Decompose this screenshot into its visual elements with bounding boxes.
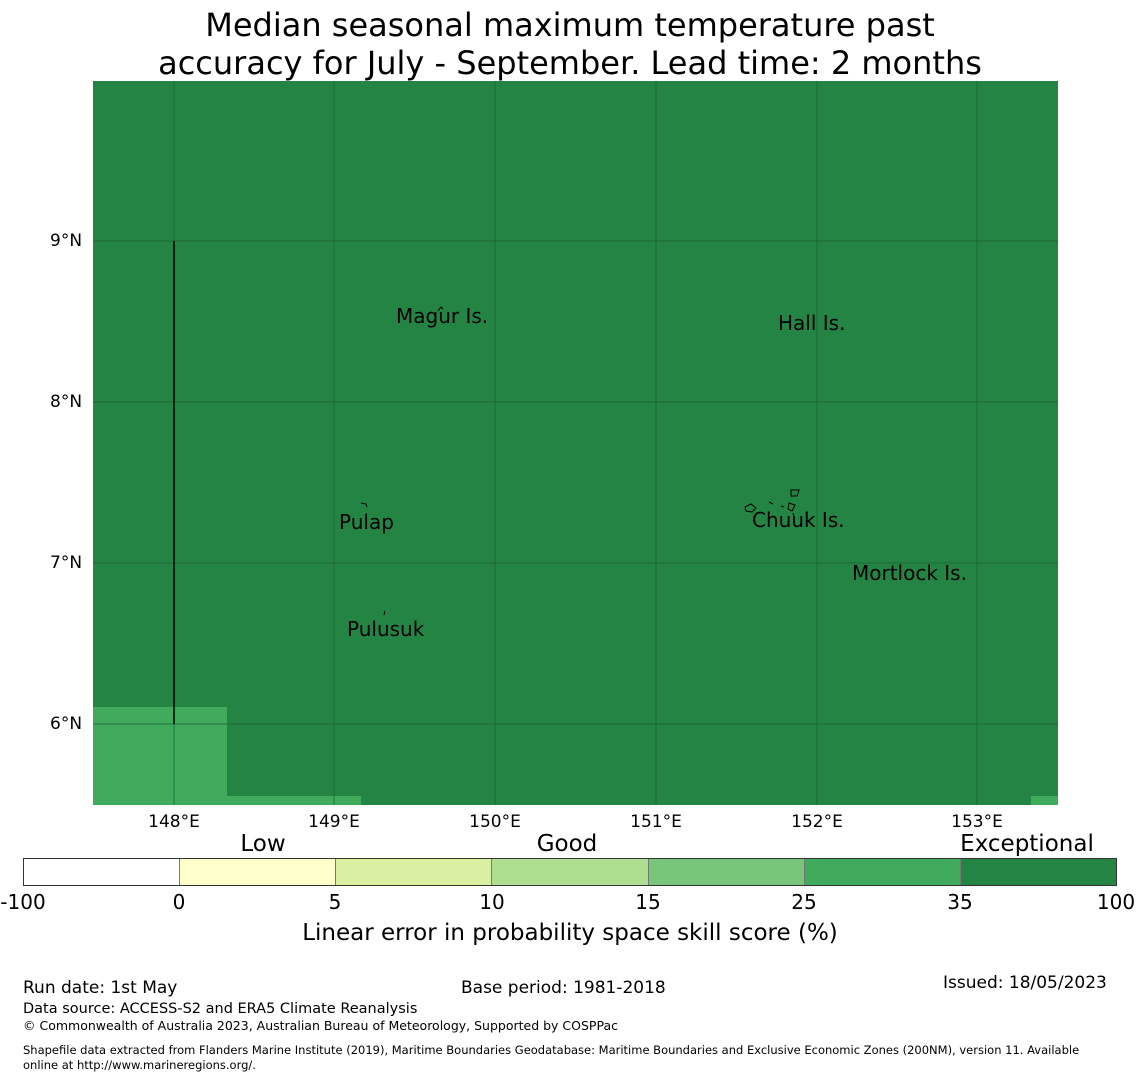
lon-label-151e: 151°E [630, 812, 682, 832]
title-line-1: Median seasonal maximum temperature past [205, 6, 935, 44]
colorbar-tick-15: 15 [635, 890, 661, 914]
title-line-2: accuracy for July - September. Lead time… [158, 44, 982, 82]
lon-label-153e: 153°E [951, 812, 1003, 832]
lon-label-150e: 150°E [469, 812, 521, 832]
place-labels: Magur Is. Hall Is. Pulap Chuuk Is. Mortl… [339, 304, 967, 641]
lon-label-152e: 152°E [791, 812, 843, 832]
colorbar-segment-2 [180, 859, 337, 885]
good-skill-patch-south [227, 796, 361, 805]
lat-label-6n: 6°N [50, 714, 83, 734]
exceptional-skill-area [93, 81, 1058, 805]
colorbar-tick-0: 0 [172, 890, 186, 914]
lat-label-8n: 8°N [50, 392, 83, 412]
colorbar-tick-5: 5 [328, 890, 342, 914]
lat-label-9n: 9°N [50, 231, 83, 251]
colorbar-segment-4 [492, 859, 649, 885]
chuuk-lagoon-outline [744, 489, 800, 518]
magur-island-outline [437, 306, 444, 312]
good-skill-patch-southeast [1031, 796, 1058, 805]
colorbar-segment-1 [24, 859, 181, 885]
lat-label-7n: 7°N [50, 553, 83, 573]
colorbar-segment-6 [804, 859, 961, 885]
colorbar-title: Linear error in probability space skill … [302, 920, 838, 946]
skill-score-map: Magur Is. Hall Is. Pulap Chuuk Is. Mortl… [93, 81, 1058, 805]
colorbar-tick-minus100: -100 [0, 890, 46, 914]
colorbar-segment-3 [336, 859, 493, 885]
data-source: Data source: ACCESS-S2 and ERA5 Climate … [23, 1001, 418, 1017]
colorbar [23, 858, 1117, 886]
label-magur-is: Magur Is. [396, 304, 488, 328]
category-label-good: Good [536, 831, 598, 857]
map-title: Median seasonal maximum temperature past… [0, 6, 1140, 82]
category-label-low: Low [240, 831, 286, 857]
base-period: Base period: 1981-2018 [461, 978, 666, 998]
colorbar-tick-35: 35 [947, 890, 973, 914]
good-skill-patch-southwest [93, 707, 227, 805]
label-hall-is: Hall Is. [778, 311, 845, 335]
category-label-exceptional: Exceptional [960, 831, 1094, 857]
label-pulusuk: Pulusuk [347, 617, 425, 641]
graticule [93, 81, 1058, 805]
run-date: Run date: 1st May [23, 978, 178, 998]
colorbar-segment-5 [648, 859, 805, 885]
shapefile-credit-line-2: online at http://www.marineregions.org/. [23, 1058, 256, 1072]
lon-label-148e: 148°E [148, 812, 200, 832]
label-chuuk-is: Chuuk Is. [752, 508, 845, 532]
shapefile-credit-line-1: Shapefile data extracted from Flanders M… [23, 1043, 1080, 1057]
colorbar-segment-7 [960, 859, 1116, 885]
colorbar-tick-100: 100 [1096, 890, 1136, 914]
label-pulap: Pulap [339, 510, 394, 534]
colorbar-tick-10: 10 [479, 890, 505, 914]
pulusuk-island-outline [383, 610, 386, 616]
island-outlines [360, 306, 800, 616]
copyright-notice: © Commonwealth of Australia 2023, Austra… [23, 1018, 618, 1033]
pulap-island-outline [360, 502, 368, 508]
colorbar-tick-25: 25 [791, 890, 817, 914]
lon-label-149e: 149°E [308, 812, 360, 832]
label-mortlock-is: Mortlock Is. [852, 561, 967, 585]
issued-date: Issued: 18/05/2023 [943, 973, 1107, 993]
